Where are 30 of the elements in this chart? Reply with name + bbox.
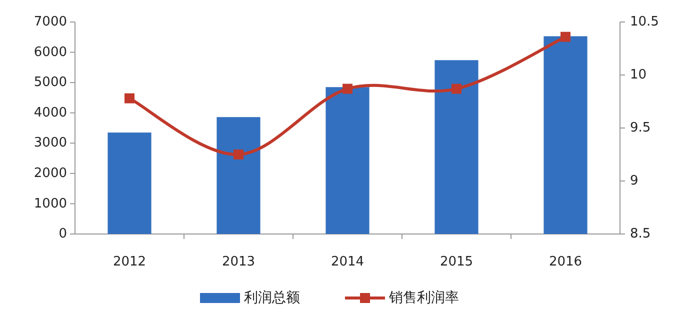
y2-tick-label: 9 [630,174,638,189]
y2-tick-label: 8.5 [630,226,651,242]
x-tick-label: 2012 [112,254,146,270]
y-tick-label: 3000 [34,136,67,151]
bar [326,87,370,234]
legend-label: 销售利润率 [388,290,459,306]
point [124,93,134,104]
point [452,84,462,94]
y-tick-label: 2000 [34,166,67,181]
y2-tick-label: 10 [630,68,647,83]
y2-tick-label: 10.5 [630,14,659,30]
y-tick-label: 6000 [34,44,67,60]
x-tick-label: 2013 [222,254,256,270]
y-tick-label: 7000 [34,14,67,30]
point [234,150,244,160]
bar [434,60,478,234]
bar [216,117,260,234]
point [560,32,570,42]
x-tick-label: 2016 [548,254,582,270]
bar [544,36,588,234]
y2-tick-label: 9.5 [630,120,651,136]
y-tick-label: 4000 [34,105,67,120]
y-tick-label: 1000 [34,196,67,212]
bar [108,132,152,234]
legend-label: 利润总额 [244,290,300,306]
x-tick-label: 2015 [440,254,474,270]
x-tick-label: 2014 [330,254,364,270]
y-tick-label: 0 [58,226,67,242]
y-tick-label: 5000 [34,75,67,90]
point [342,84,352,94]
